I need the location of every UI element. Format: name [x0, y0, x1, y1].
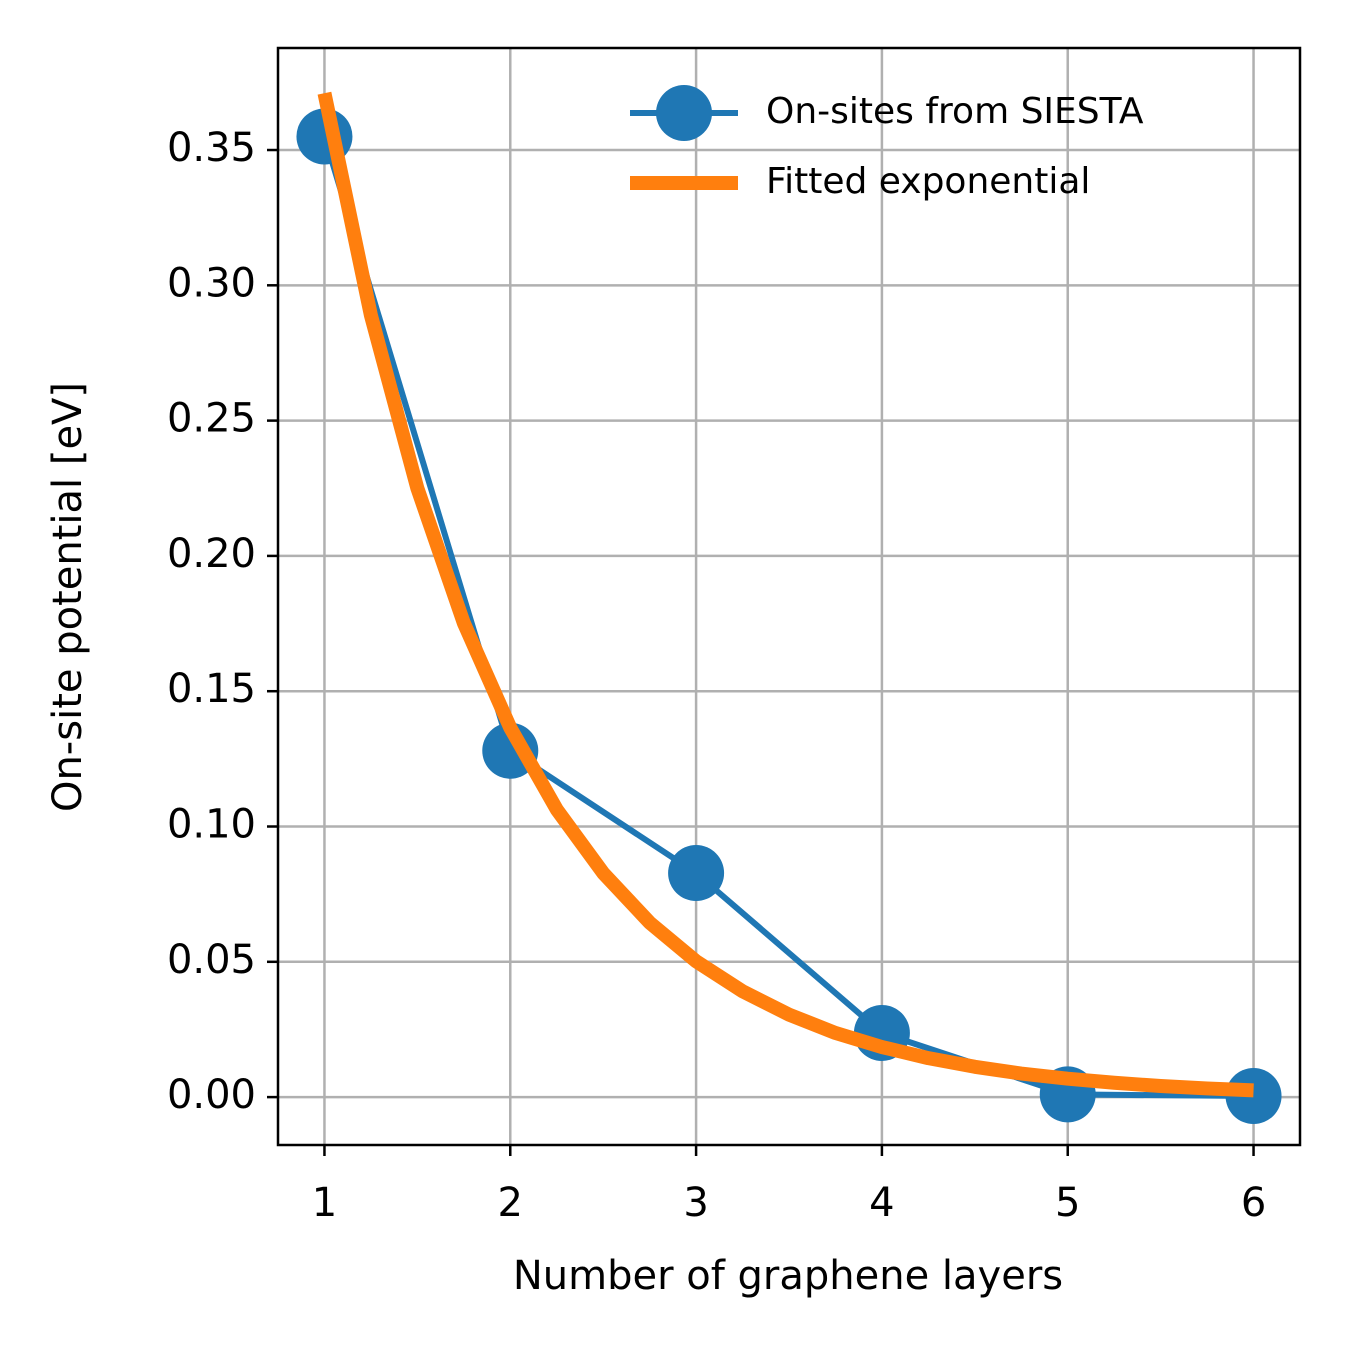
x-tick-label: 4 — [869, 1180, 894, 1226]
y-tick-label: 0.10 — [167, 802, 256, 848]
x-tick-label: 3 — [683, 1180, 708, 1226]
x-axis-label: Number of graphene layers — [513, 1253, 1063, 1299]
series-line — [317, 91, 1254, 1098]
y-tick-label: 0.25 — [167, 396, 256, 442]
legend-marker — [656, 85, 712, 141]
y-tick-label: 0.00 — [167, 1072, 256, 1118]
data-point — [1225, 1068, 1282, 1125]
data-point — [668, 845, 725, 902]
legend-label: On-sites from SIESTA — [766, 91, 1144, 132]
x-tick-label: 6 — [1241, 1180, 1266, 1226]
y-tick-label: 0.35 — [167, 125, 256, 171]
y-tick-label: 0.20 — [167, 531, 256, 577]
y-tick-label: 0.30 — [167, 260, 256, 306]
y-tick-label: 0.05 — [167, 937, 256, 983]
legend-label: Fitted exponential — [766, 161, 1090, 202]
plot-frame — [276, 46, 1302, 1147]
y-axis-label: On-site potential [eV] — [45, 382, 91, 812]
x-tick-label: 2 — [498, 1180, 523, 1226]
x-tick-label: 1 — [312, 1180, 337, 1226]
y-tick-label: 0.15 — [167, 666, 256, 712]
x-tick-label: 5 — [1055, 1180, 1080, 1226]
